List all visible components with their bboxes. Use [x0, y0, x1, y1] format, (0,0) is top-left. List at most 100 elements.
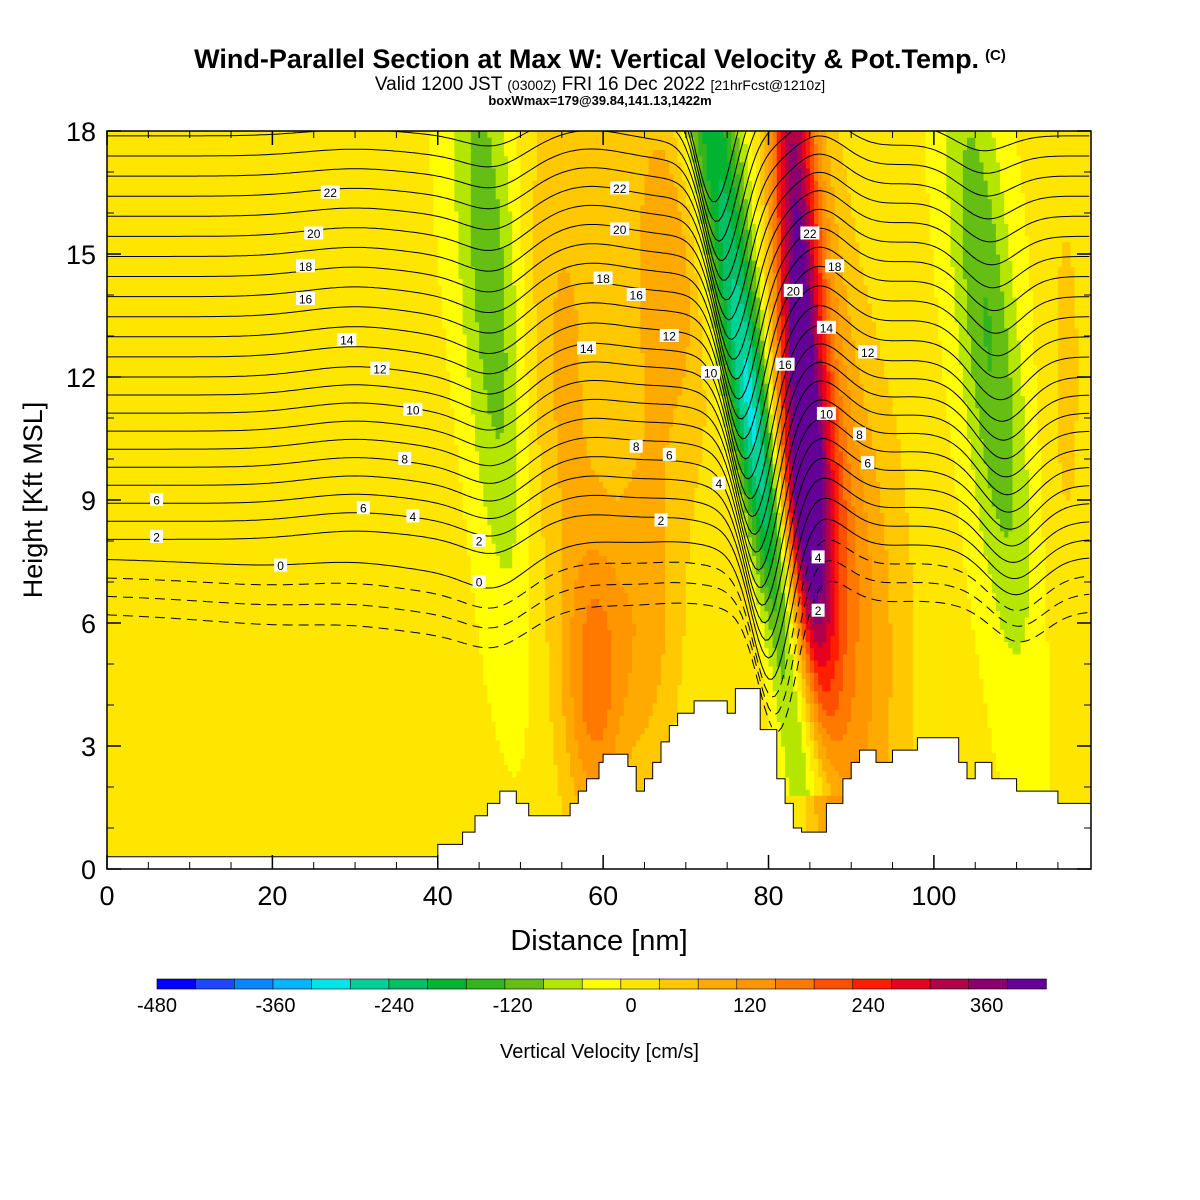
- field-cell: [1020, 641, 1026, 852]
- field-cell: [966, 598, 972, 869]
- field-cell: [830, 131, 836, 187]
- y-tick-label: 9: [81, 486, 96, 516]
- field-cell: [805, 746, 811, 790]
- field-cell: [694, 192, 699, 224]
- field-cell: [801, 241, 807, 563]
- field-cell: [760, 549, 765, 569]
- field-cell: [871, 131, 877, 323]
- field-cell: [512, 543, 517, 778]
- contour-label-text: 12: [861, 346, 875, 360]
- field-cell: [524, 131, 530, 378]
- contour-label-text: 6: [864, 457, 871, 471]
- field-cell: [747, 340, 753, 378]
- field-cell: [797, 567, 803, 581]
- isentrope: [107, 343, 1090, 518]
- field-cell: [809, 290, 815, 335]
- field-cell: [714, 413, 720, 869]
- field-cell: [479, 481, 484, 655]
- field-cell: [822, 450, 827, 612]
- field-cell: [309, 131, 315, 869]
- field-cell: [793, 592, 799, 606]
- field-cell: [710, 290, 716, 329]
- field-cell: [607, 709, 612, 766]
- contour-label-bg: [629, 439, 643, 453]
- field-cell: [607, 561, 612, 630]
- field-cell: [739, 469, 745, 495]
- field-cell: [809, 721, 815, 741]
- colorbar-tick-label: -120: [493, 995, 533, 1017]
- contour-label: 10: [403, 402, 423, 417]
- field-cell: [785, 131, 790, 415]
- field-cell: [847, 463, 852, 722]
- field-cell: [503, 352, 509, 372]
- field-cell: [590, 598, 596, 741]
- field-cell: [851, 506, 856, 698]
- field-cell: [1024, 235, 1030, 470]
- contour-label: 2: [654, 513, 668, 528]
- field-cell: [789, 512, 794, 526]
- field-cell: [495, 438, 501, 556]
- field-cell: [805, 684, 811, 704]
- field-cell: [441, 327, 447, 869]
- subtitle-fcst: [21hrFcst@1210z]: [710, 77, 826, 93]
- field-cell: [987, 487, 993, 575]
- field-cell: [764, 358, 770, 384]
- field-cell: [735, 210, 741, 249]
- field-cell: [975, 653, 980, 869]
- field-cell: [371, 131, 377, 869]
- field-cell: [838, 333, 844, 397]
- contour-label-text: 14: [580, 342, 594, 356]
- field-cell: [714, 254, 720, 298]
- field-cell: [813, 303, 819, 347]
- field-cell: [607, 629, 612, 710]
- field-cell: [971, 469, 976, 630]
- field-cell: [871, 321, 877, 452]
- contour-label-text: 18: [596, 272, 610, 286]
- field-cell: [780, 131, 786, 317]
- field-cell: [619, 493, 625, 587]
- field-cell: [710, 217, 716, 255]
- field-cell: [1016, 155, 1022, 341]
- field-cell: [735, 131, 741, 138]
- field-cell: [681, 235, 687, 378]
- field-cell: [834, 297, 840, 360]
- field-cell: [640, 352, 646, 440]
- field-cell: [743, 456, 749, 476]
- colorbar-tick-label: -480: [137, 995, 177, 1017]
- field-cell: [826, 733, 832, 759]
- field-cell: [884, 549, 890, 766]
- field-cell: [689, 137, 695, 163]
- field-cell: [966, 438, 972, 599]
- field-cell: [466, 555, 472, 869]
- field-cell: [760, 493, 765, 526]
- colorbar-swatch: [697, 978, 738, 990]
- field-cell: [321, 131, 327, 869]
- contour-label-text: 6: [153, 494, 160, 508]
- field-cell: [958, 364, 964, 532]
- colorbar-tick-label: -360: [255, 995, 295, 1017]
- field-cell: [822, 180, 827, 230]
- contour-label-text: 20: [307, 227, 321, 241]
- contour-label: 16: [626, 288, 646, 303]
- field-cell: [586, 131, 592, 458]
- field-cell: [384, 131, 389, 869]
- field-cell: [673, 131, 679, 138]
- field-cell: [570, 616, 575, 698]
- field-cell: [177, 131, 183, 869]
- colorbar-swatch: [311, 978, 351, 990]
- field-cell: [938, 340, 943, 869]
- field-cell: [979, 530, 985, 679]
- field-cell: [838, 776, 844, 796]
- field-cell: [760, 592, 765, 624]
- field-cell: [743, 512, 749, 538]
- field-cell: [801, 579, 807, 593]
- field-cell: [764, 647, 770, 704]
- field-cell: [516, 131, 522, 157]
- field-cell: [284, 131, 290, 869]
- field-cell: [735, 432, 741, 452]
- field-cell: [793, 604, 799, 624]
- contour-label-bg: [356, 501, 370, 515]
- contour-label: 8: [398, 452, 412, 467]
- field-cell: [950, 131, 956, 267]
- colorbar-swatch: [427, 978, 467, 990]
